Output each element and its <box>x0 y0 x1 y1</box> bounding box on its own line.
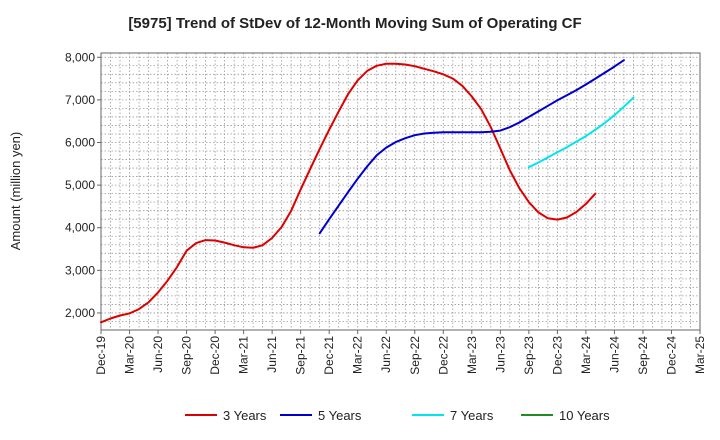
x-tick-label: Mar-22 <box>351 336 365 374</box>
series-line-3-years <box>100 62 597 324</box>
series-line-7-years <box>527 96 635 169</box>
x-tick-label: Mar-21 <box>237 336 251 374</box>
y-tick-label: 4,000 <box>65 221 95 235</box>
legend-label: 7 Years <box>450 408 494 423</box>
x-tick-label: Dec-22 <box>436 336 450 375</box>
y-tick-label: 6,000 <box>65 135 95 149</box>
x-tick-label: Dec-24 <box>664 336 678 375</box>
legend-label: 10 Years <box>559 408 610 423</box>
x-tick-label: Sep-22 <box>408 336 422 375</box>
x-tick-label: Sep-23 <box>522 336 536 375</box>
legend: 3 Years 5 Years 7 Years 10 Years <box>185 408 610 423</box>
x-tick-label: Dec-21 <box>322 336 336 375</box>
x-tick-label: Sep-20 <box>180 336 194 375</box>
plot-border <box>100 52 701 331</box>
x-tick-label: Mar-20 <box>123 336 137 374</box>
y-tick-label: 3,000 <box>65 263 95 277</box>
x-tick-label: Mar-25 <box>693 336 707 374</box>
legend-label: 5 Years <box>318 408 362 423</box>
plot-area: 2,000 3,000 4,000 5,000 6,000 7,000 8,000 Dec-1… <box>65 50 707 374</box>
x-tick-label: Sep-24 <box>636 336 650 375</box>
x-tick-label: Jun-22 <box>379 336 393 373</box>
x-tick-label: Jun-21 <box>265 336 279 373</box>
y-tick-label: 7,000 <box>65 93 95 107</box>
x-tick-label: Dec-23 <box>550 336 564 375</box>
y-tick-label: 5,000 <box>65 178 95 192</box>
y-tick-label: 8,000 <box>65 50 95 64</box>
plot-background <box>101 53 700 330</box>
x-tick-label: Jun-23 <box>493 336 507 373</box>
x-tick-label: Dec-19 <box>94 336 108 375</box>
x-tick-label: Dec-20 <box>208 336 222 375</box>
x-tick-label: Jun-20 <box>151 336 165 373</box>
x-tick-label: Mar-24 <box>579 336 593 374</box>
y-axis-label: Amount (million yen) <box>8 132 23 251</box>
legend-label: 3 Years <box>223 408 267 423</box>
y-tick-label: 2,000 <box>65 306 95 320</box>
series-line-5-years <box>318 59 625 235</box>
chart-title: [5975] Trend of StDev of 12-Month Moving… <box>128 15 581 32</box>
x-tick-label: Mar-23 <box>465 336 479 374</box>
x-tick-label: Sep-21 <box>294 336 308 375</box>
x-tick-label: Jun-24 <box>607 336 621 373</box>
